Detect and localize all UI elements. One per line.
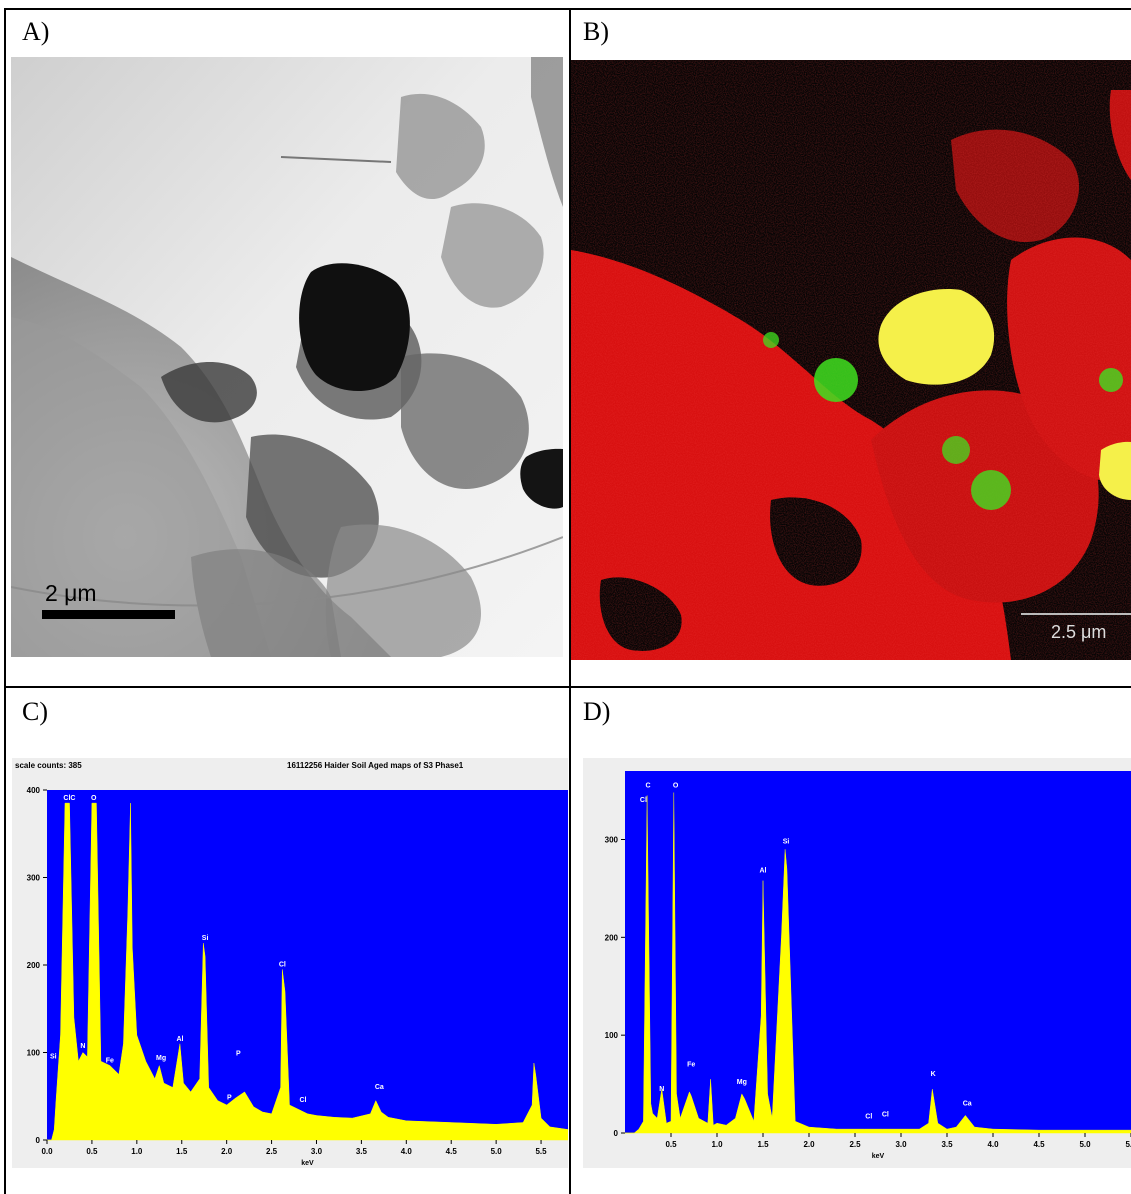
panel-b-elemental-map: 2.5 μm bbox=[571, 60, 1131, 660]
spectrum-c-plot: 0 100 200 300 400 0.0 0.5 1.0 1.5 2.0 2.5 3.0 3.5 4.0… bbox=[27, 786, 568, 1167]
spectrum-c-scale-counts: scale counts: 385 bbox=[15, 761, 82, 770]
x-axis-label: keV bbox=[872, 1153, 885, 1160]
x-tick-label: 4.0 bbox=[987, 1140, 999, 1149]
peak-label: Cl bbox=[279, 961, 286, 968]
spectrum-area bbox=[625, 792, 1131, 1134]
panel-c-label: C) bbox=[22, 697, 48, 726]
peak-label: Si bbox=[50, 1053, 57, 1060]
x-tick-label: 1.0 bbox=[711, 1140, 723, 1149]
table-border-middle bbox=[4, 686, 1131, 688]
panel-a-label: A) bbox=[22, 17, 50, 46]
peak-label: Fe bbox=[687, 1061, 695, 1068]
y-tick-label: 200 bbox=[605, 933, 619, 942]
x-tick-label: 1.5 bbox=[757, 1140, 769, 1149]
y-tick-label: 100 bbox=[27, 1049, 41, 1058]
x-tick-label: 2.0 bbox=[221, 1147, 233, 1156]
x-tick-label: 4.5 bbox=[1033, 1140, 1045, 1149]
x-tick-label: 3.0 bbox=[895, 1140, 907, 1149]
peak-label: Si bbox=[202, 935, 209, 942]
spectrum-d-plot: 0 100 200 300 0.5 1.0 1.5 2.0 2.5 3.0 3.5 4.0 4.5 5.0… bbox=[605, 771, 1131, 1160]
panel-a-tem-image: 2 μm bbox=[11, 57, 563, 657]
x-tick-label: 0.5 bbox=[665, 1140, 677, 1149]
x-tick-label: 3.5 bbox=[941, 1140, 953, 1149]
peak-label: Ca bbox=[963, 1101, 972, 1108]
x-tick-label: 3.0 bbox=[311, 1147, 323, 1156]
peak-label: K bbox=[931, 1071, 936, 1078]
panel-b-label: B) bbox=[583, 17, 609, 46]
y-tick-label: 0 bbox=[614, 1129, 619, 1138]
x-tick-label: 4.0 bbox=[401, 1147, 413, 1156]
peak-label: Mg bbox=[737, 1079, 747, 1086]
panel-d-label: D) bbox=[583, 697, 611, 726]
y-tick-label: 400 bbox=[27, 786, 41, 795]
table-border-center bbox=[569, 8, 571, 1194]
tem-micrograph bbox=[11, 57, 563, 657]
x-tick-label: 5.5 bbox=[1125, 1140, 1131, 1149]
scale-bar-b-label: 2.5 μm bbox=[1051, 622, 1107, 642]
peak-label: Ca bbox=[375, 1084, 384, 1091]
y-tick-label: 200 bbox=[27, 961, 41, 970]
peak-label: N bbox=[659, 1086, 664, 1093]
y-tick-label: 0 bbox=[36, 1136, 41, 1145]
peak-label: P bbox=[227, 1094, 232, 1101]
scale-bar-a bbox=[42, 610, 175, 619]
peak-label: ClC bbox=[63, 795, 75, 802]
x-tick-label: 2.0 bbox=[803, 1140, 815, 1149]
peak-label: Cl bbox=[640, 797, 647, 804]
panel-c-eds-spectrum: scale counts: 385 16112256 Haider Soil A… bbox=[12, 758, 568, 1168]
plot-area bbox=[625, 771, 1131, 1133]
peak-label: O bbox=[673, 783, 679, 790]
table-border-top bbox=[4, 8, 1131, 10]
peak-label: Cl bbox=[865, 1113, 872, 1120]
table-border-left bbox=[4, 8, 6, 1194]
y-tick-label: 300 bbox=[27, 874, 41, 883]
x-tick-label: 1.5 bbox=[176, 1147, 188, 1156]
eds-map bbox=[571, 60, 1131, 660]
peak-label: N bbox=[80, 1043, 85, 1050]
x-tick-label: 1.0 bbox=[131, 1147, 143, 1156]
peak-label: Al bbox=[176, 1036, 183, 1043]
x-axis-label: keV bbox=[301, 1160, 314, 1167]
peak-label: Mg bbox=[156, 1055, 166, 1062]
x-tick-label: 4.5 bbox=[446, 1147, 458, 1156]
peak-label: O bbox=[91, 795, 97, 802]
x-tick-label: 0.5 bbox=[86, 1147, 98, 1156]
y-tick-label: 300 bbox=[605, 835, 619, 844]
peak-label: C bbox=[645, 783, 650, 790]
spectrum-area bbox=[47, 802, 568, 1141]
x-tick-label: 5.5 bbox=[535, 1147, 547, 1156]
y-tick-label: 100 bbox=[605, 1031, 619, 1040]
x-tick-label: 2.5 bbox=[849, 1140, 861, 1149]
x-tick-label: 5.0 bbox=[491, 1147, 503, 1156]
peak-label: Cl bbox=[882, 1111, 889, 1118]
peak-label: Al bbox=[760, 868, 767, 875]
scale-bar-a-label: 2 μm bbox=[45, 580, 97, 606]
peak-label: P bbox=[236, 1051, 241, 1058]
panel-d-eds-spectrum: 0 100 200 300 0.5 1.0 1.5 2.0 2.5 3.0 3.5 4.0 4.5 5.0… bbox=[583, 758, 1131, 1168]
x-tick-label: 2.5 bbox=[266, 1147, 278, 1156]
x-tick-label: 3.5 bbox=[356, 1147, 368, 1156]
peak-label: Fe bbox=[106, 1058, 114, 1065]
x-tick-label: 5.0 bbox=[1079, 1140, 1091, 1149]
x-tick-label: 0.0 bbox=[41, 1147, 53, 1156]
spectrum-c-title: 16112256 Haider Soil Aged maps of S3 Pha… bbox=[287, 761, 464, 770]
peak-label: Si bbox=[783, 838, 790, 845]
peak-label: Cl bbox=[300, 1097, 307, 1104]
